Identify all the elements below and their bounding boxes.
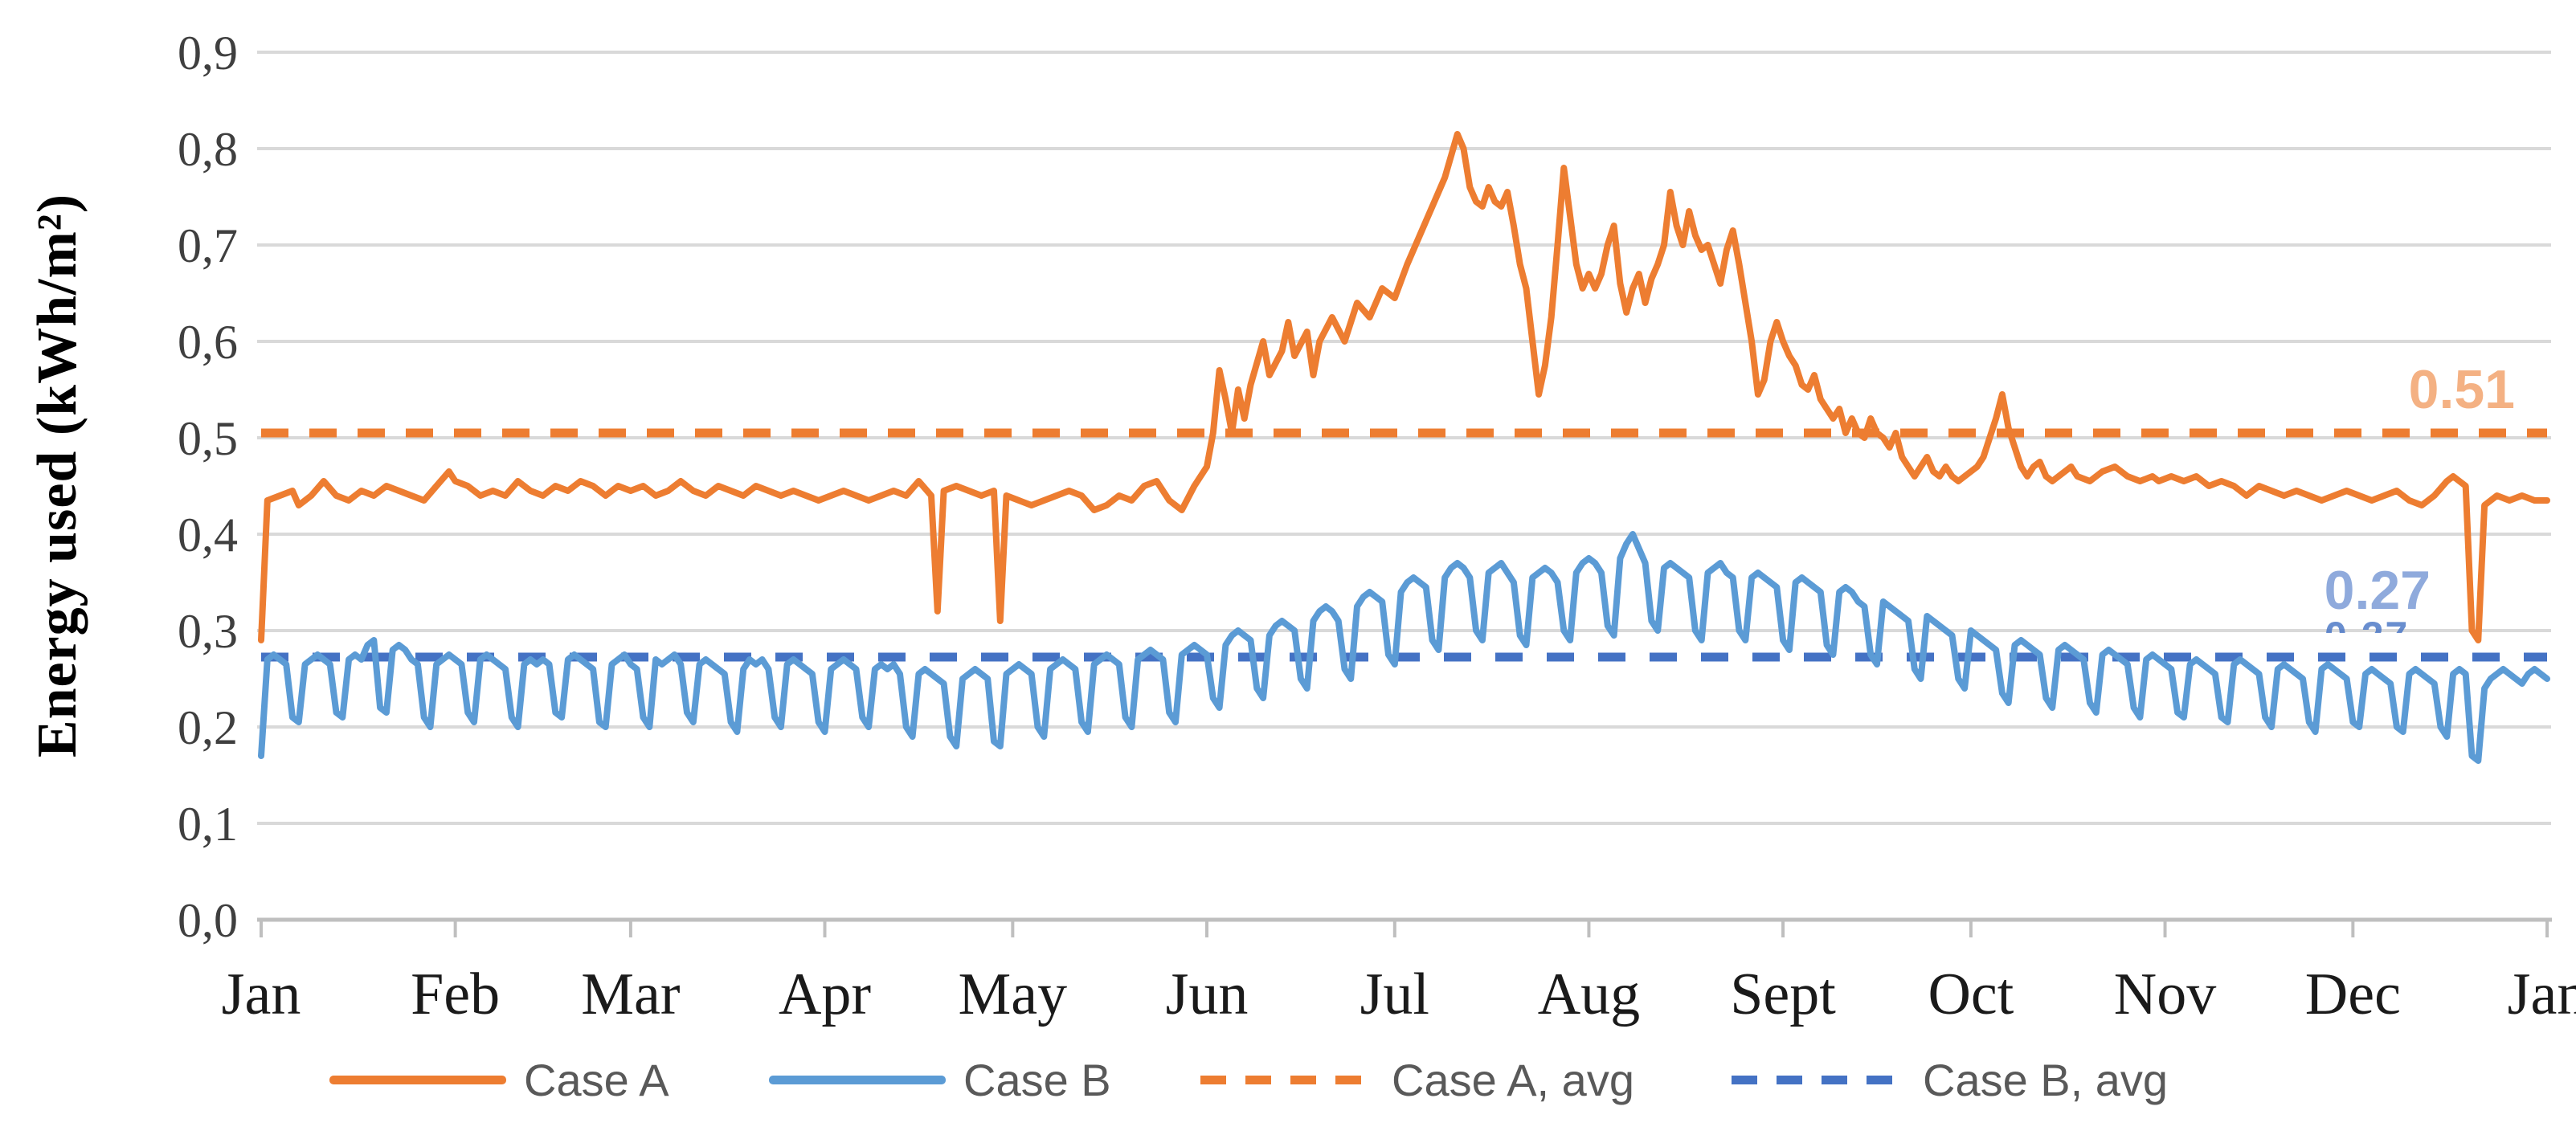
case-a-avg-value-label: 0.51: [2408, 359, 2515, 420]
legend-label: Case A, avg: [1392, 1054, 1634, 1105]
case-b-avg-value-label: 0.27: [2324, 560, 2431, 621]
x-tick-label: Mar: [581, 962, 680, 1027]
case-b-avg-dashed-swatch-icon: [1732, 1075, 1905, 1084]
y-tick-label: 0,9: [178, 27, 238, 80]
legend: Case A Case B Case A, avg Case B, avg: [0, 1049, 2576, 1113]
legend-item-case-b-avg: Case B, avg: [1732, 1049, 2168, 1110]
legend-item-case-a-avg: Case A, avg: [1200, 1049, 1634, 1110]
x-tick-label: Oct: [1928, 962, 2014, 1027]
x-tick-label: Jun: [1166, 962, 1249, 1027]
legend-label: Case A: [524, 1054, 669, 1105]
case-a-series-line: [258, 131, 2550, 643]
x-tick-label: Jul: [1360, 962, 1429, 1027]
x-tick-label: Sept: [1730, 962, 1836, 1027]
x-tick-label: Apr: [779, 962, 871, 1027]
x-tick-label: Dec: [2305, 962, 2401, 1027]
y-tick-label: 0,0: [178, 894, 238, 947]
legend-item-case-b: Case B: [769, 1049, 1111, 1110]
x-tick-label: Aug: [1538, 962, 1640, 1027]
legend-label: Case B: [963, 1054, 1111, 1105]
y-tick-label: 0,4: [178, 508, 238, 561]
y-tick-label: 0,6: [178, 316, 238, 369]
case-b-line-swatch-icon: [769, 1075, 946, 1084]
case-b-series-line: [258, 531, 2550, 764]
clipped-case-b-avg-data-label: 0,27: [2325, 615, 2445, 633]
y-tick-label: 0,8: [178, 123, 238, 176]
x-tick-label: Nov: [2114, 962, 2216, 1027]
y-tick-label: 0,2: [178, 701, 238, 754]
y-tick-label: 0,1: [178, 798, 238, 851]
y-tick-label: 0,3: [178, 605, 238, 658]
x-tick-label: Jan: [222, 962, 301, 1027]
legend-label: Case B, avg: [1923, 1054, 2169, 1105]
case-a-avg-dashed-swatch-icon: [1200, 1075, 1374, 1084]
x-tick-label: Jan: [2508, 962, 2576, 1027]
legend-item-case-a: Case A: [329, 1049, 669, 1110]
x-tick-label: Feb: [411, 962, 500, 1027]
x-tick-label: May: [959, 962, 1068, 1027]
y-tick-label: 0,5: [178, 412, 238, 465]
case-a-line-swatch-icon: [329, 1075, 506, 1084]
y-tick-label: 0,7: [178, 219, 238, 272]
